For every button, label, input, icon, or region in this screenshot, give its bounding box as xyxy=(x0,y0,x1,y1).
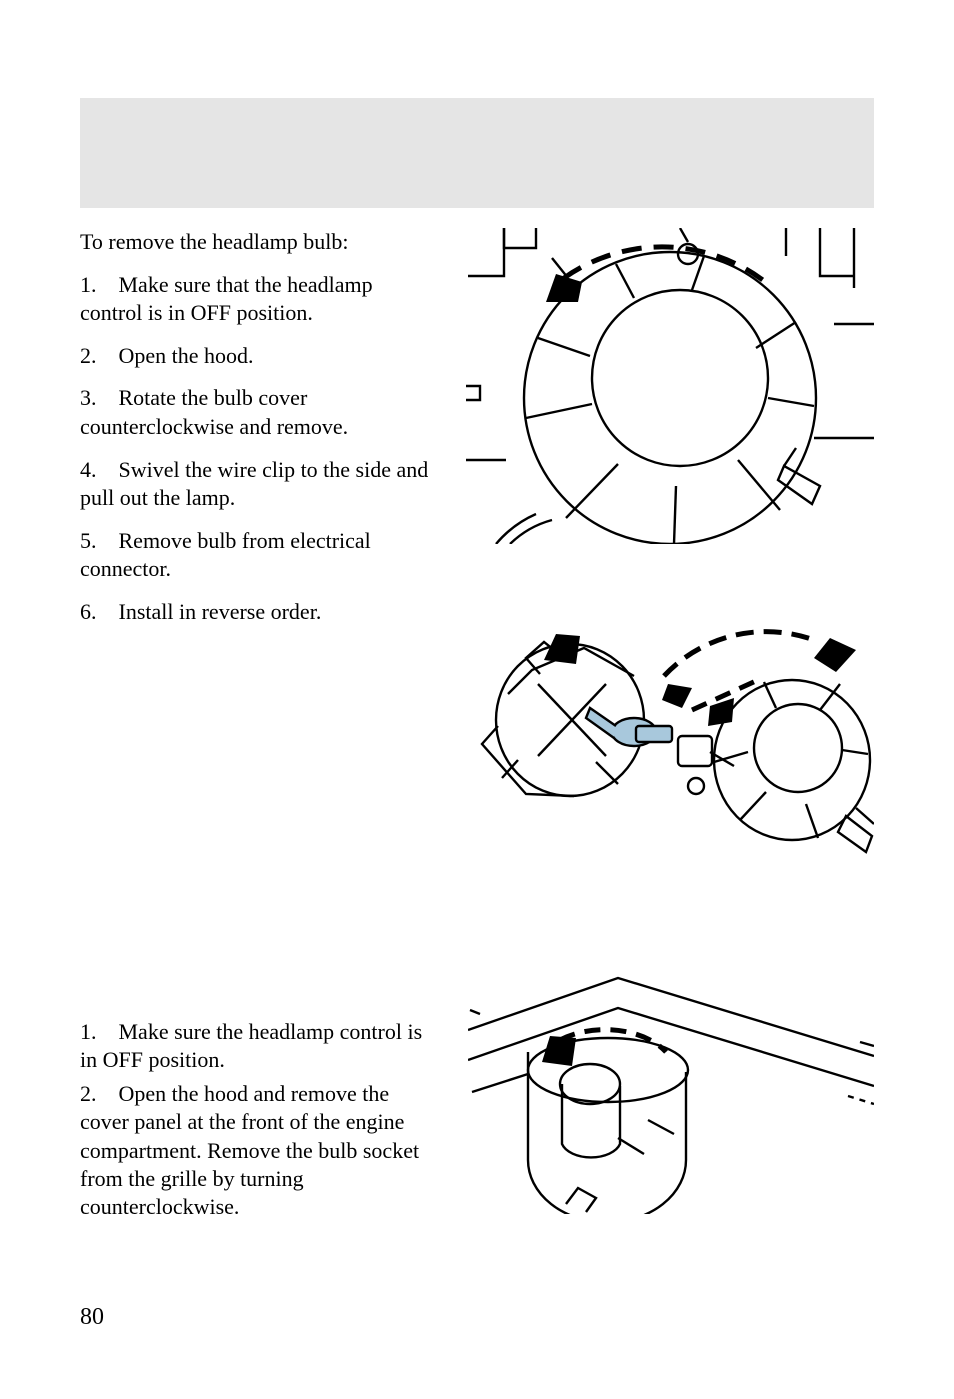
header-grey-band xyxy=(80,98,874,208)
rotate-arrow-head xyxy=(546,274,582,302)
page-number: 80 xyxy=(80,1304,104,1331)
step-2: 2. Open the hood. xyxy=(80,342,440,371)
sec2-step-1: 1. Make sure the headlamp control is in … xyxy=(80,1018,440,1074)
figure-bulb-connector xyxy=(478,580,874,880)
figure-bulb-cover xyxy=(466,228,874,544)
section-2-text: 1. Make sure the headlamp control is in … xyxy=(80,1018,440,1227)
step-5: 5. Remove bulb from electrical connector… xyxy=(80,527,440,584)
bulb-cover-svg xyxy=(466,228,874,544)
figure-grille-socket xyxy=(468,974,874,1214)
grille-socket-svg xyxy=(468,974,874,1214)
sec2-step-2: 2. Open the hood and remove the cover pa… xyxy=(80,1080,440,1221)
bulb-connector-svg xyxy=(478,580,874,880)
step-4: 4. Swivel the wire clip to the side and … xyxy=(80,456,440,513)
step-1: 1. Make sure that the headlamp control i… xyxy=(80,271,440,328)
left-text-column: To remove the headlamp bulb: 1. Make sur… xyxy=(80,228,440,641)
step-3: 3. Rotate the bulb cover counterclockwis… xyxy=(80,384,440,441)
intro-line: To remove the headlamp bulb: xyxy=(80,228,440,257)
step-6: 6. Install in reverse order. xyxy=(80,598,440,627)
page: To remove the headlamp bulb: 1. Make sur… xyxy=(0,0,954,1399)
